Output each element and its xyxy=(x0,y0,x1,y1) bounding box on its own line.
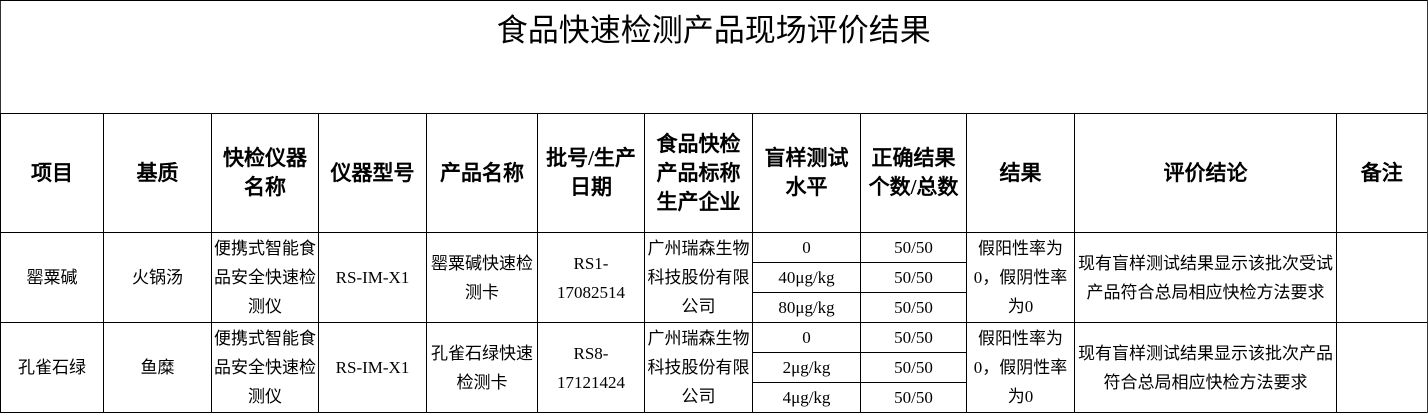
cell-model: RS-IM-X1 xyxy=(318,232,427,323)
header-manufacturer: 食品快检产品标称生产企业 xyxy=(644,113,753,233)
cell-batch: RS1-17082514 xyxy=(537,232,645,323)
table-row: 2μg/kg 50/50 xyxy=(1,352,1428,383)
table-row: 罂粟碱 火锅汤 便携式智能食品安全快速检测仪 RS-IM-X1 罂粟碱快速检测卡 RS1-… xyxy=(0,232,1428,323)
header-level: 盲样测试水平 xyxy=(752,113,861,233)
header-item: 项目 xyxy=(0,113,104,233)
cell-correct: 50/50 xyxy=(860,262,967,293)
header-matrix: 基质 xyxy=(103,113,212,233)
header-row: 项目 基质 快检仪器名称 仪器型号 产品名称 批号/生产日期 食品快检产品标称生产企业 盲样测… xyxy=(0,113,1428,233)
header-batch: 批号/生产日期 xyxy=(537,113,645,233)
cell-manufacturer: 广州瑞森生物科技股份有限公司 xyxy=(644,232,753,323)
cell-result: 假阳性率为0，假阴性率为0 xyxy=(966,322,1075,413)
cell-correct: 50/50 xyxy=(860,352,967,383)
page-title: 食品快速检测产品现场评价结果 xyxy=(0,0,1428,114)
cell-manufacturer: 广州瑞森生物科技股份有限公司 xyxy=(644,322,753,413)
header-model: 仪器型号 xyxy=(318,113,427,233)
cell-remark xyxy=(1336,322,1428,413)
header-instrument: 快检仪器名称 xyxy=(211,113,319,233)
table-row: 80μg/kg 50/50 xyxy=(1,292,1428,323)
table-row: 孔雀石绿 鱼糜 便携式智能食品安全快速检测仪 RS-IM-X1 孔雀石绿快速检测卡 RS8… xyxy=(0,322,1428,413)
header-product: 产品名称 xyxy=(426,113,538,233)
cell-conclusion: 现有盲样测试结果显示该批次受试产品符合总局相应快检方法要求 xyxy=(1074,232,1337,323)
cell-level: 0 xyxy=(752,322,861,353)
cell-product: 孔雀石绿快速检测卡 xyxy=(426,322,538,413)
cell-matrix: 鱼糜 xyxy=(103,322,212,413)
cell-level: 80μg/kg xyxy=(752,292,861,323)
header-remark: 备注 xyxy=(1336,113,1428,233)
cell-level: 0 xyxy=(752,232,861,263)
header-result: 结果 xyxy=(966,113,1075,233)
cell-correct: 50/50 xyxy=(860,232,967,263)
cell-model: RS-IM-X1 xyxy=(318,322,427,413)
cell-matrix: 火锅汤 xyxy=(103,232,212,323)
cell-correct: 50/50 xyxy=(860,322,967,353)
cell-conclusion: 现有盲样测试结果显示该批次产品符合总局相应快检方法要求 xyxy=(1074,322,1337,413)
cell-level: 2μg/kg xyxy=(752,352,861,383)
header-correct: 正确结果个数/总数 xyxy=(860,113,967,233)
cell-batch: RS8-17121424 xyxy=(537,322,645,413)
cell-result: 假阳性率为0，假阴性率为0 xyxy=(966,232,1075,323)
cell-level: 40μg/kg xyxy=(752,262,861,293)
table-row: 40μg/kg 50/50 xyxy=(1,262,1428,293)
cell-item: 罂粟碱 xyxy=(0,232,104,323)
cell-instrument: 便携式智能食品安全快速检测仪 xyxy=(211,322,319,413)
cell-item: 孔雀石绿 xyxy=(0,322,104,413)
cell-product: 罂粟碱快速检测卡 xyxy=(426,232,538,323)
cell-correct: 50/50 xyxy=(860,292,967,323)
cell-remark xyxy=(1336,232,1428,323)
cell-instrument: 便携式智能食品安全快速检测仪 xyxy=(211,232,319,323)
header-conclusion: 评价结论 xyxy=(1074,113,1337,233)
cell-correct: 50/50 xyxy=(860,382,967,413)
cell-level: 4μg/kg xyxy=(752,382,861,413)
